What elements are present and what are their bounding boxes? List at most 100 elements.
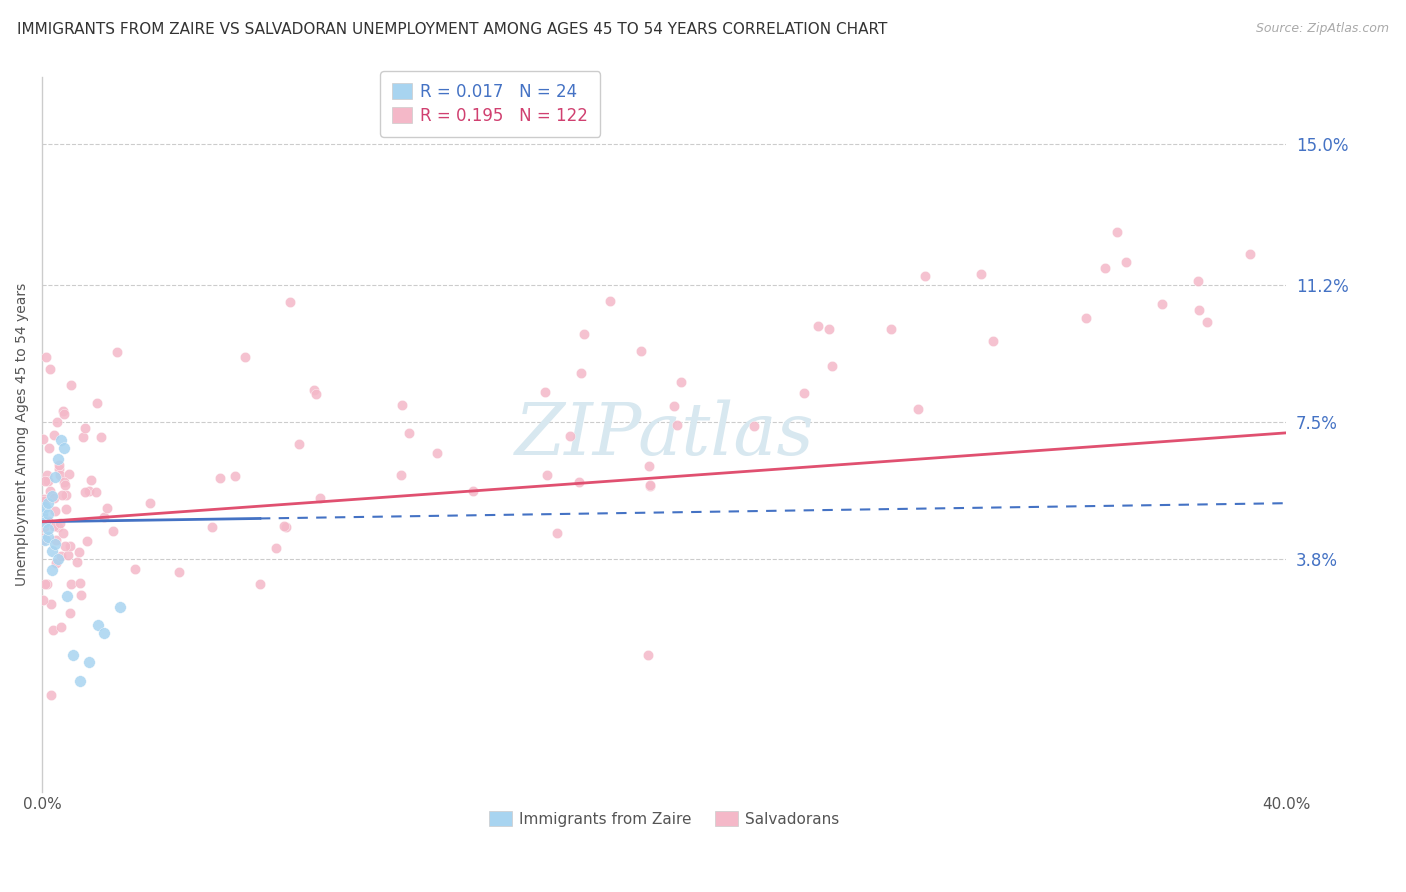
- Point: [42, 519, 65, 533]
- Point: [32, 531, 55, 545]
- Point: [55, 501, 77, 516]
- Point: [39, 688, 62, 702]
- Point: [637, 648, 659, 663]
- Point: [981, 334, 1004, 348]
- Point: [34, 500, 56, 514]
- Point: [87, 618, 110, 632]
- Point: [807, 319, 830, 334]
- Point: [907, 401, 929, 416]
- Point: [58, 467, 80, 481]
- Point: [1094, 261, 1116, 276]
- Point: [42, 428, 65, 442]
- Point: [69, 576, 91, 591]
- Point: [821, 359, 844, 374]
- Point: [41, 544, 63, 558]
- Point: [46, 415, 69, 429]
- Point: [108, 599, 131, 614]
- Point: [817, 322, 839, 336]
- Point: [35, 576, 58, 591]
- Point: [665, 418, 688, 433]
- Point: [558, 429, 581, 443]
- Point: [1239, 247, 1261, 261]
- Point: [880, 322, 903, 336]
- Point: [56, 589, 79, 603]
- Point: [49, 434, 72, 448]
- Point: [1107, 225, 1129, 239]
- Point: [1115, 255, 1137, 269]
- Point: [39, 362, 62, 376]
- Point: [278, 294, 301, 309]
- Point: [546, 526, 568, 541]
- Point: [79, 483, 101, 498]
- Point: [37, 529, 59, 543]
- Point: [93, 625, 115, 640]
- Point: [72, 429, 94, 443]
- Point: [84, 484, 107, 499]
- Y-axis label: Unemployment Among Ages 45 to 54 years: Unemployment Among Ages 45 to 54 years: [15, 283, 30, 586]
- Text: Source: ZipAtlas.com: Source: ZipAtlas.com: [1256, 22, 1389, 36]
- Point: [77, 656, 100, 670]
- Point: [309, 491, 332, 506]
- Point: [32, 592, 55, 607]
- Point: [38, 484, 60, 499]
- Point: [536, 468, 558, 483]
- Point: [39, 597, 62, 611]
- Point: [264, 541, 287, 555]
- Point: [32, 432, 55, 446]
- Point: [44, 470, 66, 484]
- Point: [630, 344, 652, 359]
- Point: [124, 562, 146, 576]
- Point: [48, 467, 70, 482]
- Point: [273, 519, 295, 533]
- Point: [426, 446, 449, 460]
- Point: [45, 556, 67, 570]
- Point: [568, 475, 591, 489]
- Point: [31, 508, 53, 522]
- Point: [914, 268, 936, 283]
- Point: [32, 494, 55, 508]
- Point: [56, 548, 79, 562]
- Point: [53, 539, 76, 553]
- Point: [638, 478, 661, 492]
- Point: [51, 404, 73, 418]
- Point: [46, 520, 69, 534]
- Point: [44, 537, 66, 551]
- Point: [35, 350, 58, 364]
- Point: [304, 386, 326, 401]
- Point: [51, 488, 73, 502]
- Point: [638, 479, 661, 493]
- Point: [44, 491, 66, 505]
- Point: [1197, 315, 1219, 329]
- Point: [53, 475, 76, 490]
- Point: [34, 533, 56, 548]
- Point: [59, 606, 82, 620]
- Point: [34, 519, 56, 533]
- Point: [35, 468, 58, 483]
- Point: [45, 533, 67, 547]
- Text: IMMIGRANTS FROM ZAIRE VS SALVADORAN UNEMPLOYMENT AMONG AGES 45 TO 54 YEARS CORRE: IMMIGRANTS FROM ZAIRE VS SALVADORAN UNEM…: [17, 22, 887, 37]
- Point: [389, 467, 412, 482]
- Point: [37, 515, 59, 529]
- Point: [60, 378, 83, 392]
- Point: [46, 451, 69, 466]
- Point: [669, 375, 692, 389]
- Point: [37, 496, 59, 510]
- Point: [37, 522, 59, 536]
- Point: [51, 620, 73, 634]
- Point: [55, 488, 77, 502]
- Point: [48, 458, 70, 473]
- Point: [34, 515, 56, 529]
- Point: [391, 398, 413, 412]
- Point: [52, 441, 75, 455]
- Point: [90, 430, 112, 444]
- Point: [34, 577, 56, 591]
- Point: [224, 469, 246, 483]
- Point: [169, 565, 191, 579]
- Point: [274, 520, 297, 534]
- Point: [59, 539, 82, 553]
- Point: [75, 421, 97, 435]
- Point: [201, 520, 224, 534]
- Point: [44, 504, 66, 518]
- Point: [37, 474, 59, 488]
- Point: [1188, 303, 1211, 318]
